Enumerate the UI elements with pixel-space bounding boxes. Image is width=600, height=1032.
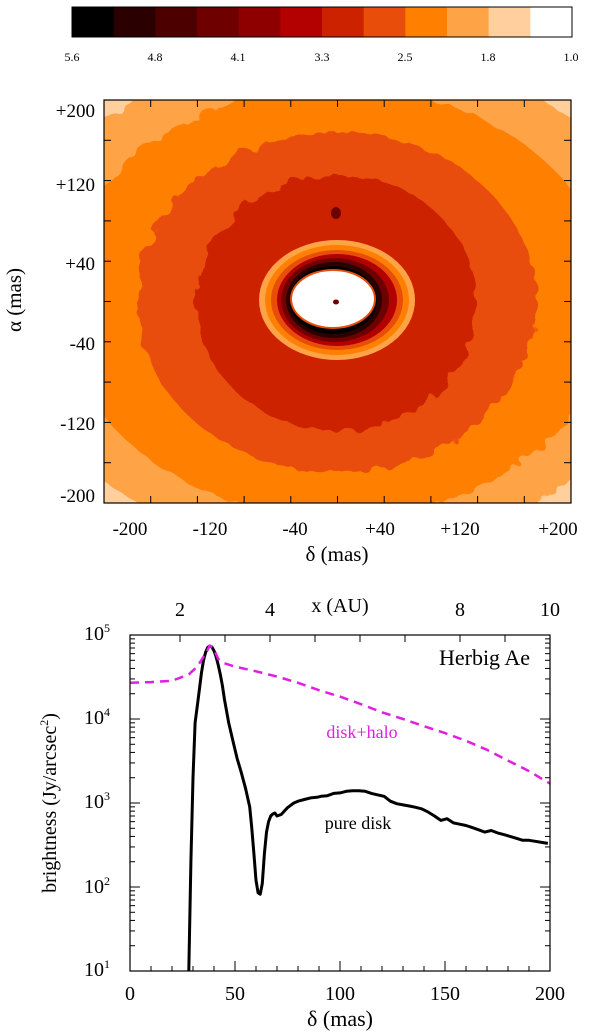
- top-tick-label: 8: [455, 599, 465, 621]
- top-tick-label: 10: [540, 599, 560, 621]
- colorbar-label: 4.8: [148, 50, 163, 64]
- profile-title: Herbig Ae: [439, 645, 530, 670]
- profile-xtick-label: 100: [325, 983, 355, 1005]
- colorbar: 5.6 4.8 4.1 3.3 2.5 1.8 1.0: [65, 6, 579, 64]
- map-ytick-label: -40: [70, 334, 95, 355]
- profile-panel: 2 4 8 10 x (AU) Herbig Ae disk+halo pure…: [37, 595, 565, 1031]
- colorbar-label: 2.5: [398, 50, 413, 64]
- legend-pure-disk: pure disk: [325, 813, 392, 833]
- map-xtick-label: -120: [193, 519, 228, 540]
- map-ytick-label: -200: [60, 486, 95, 507]
- brightness-map-panel: +200 +120 +40 -40 -120 -200 -200 -120 -4…: [2, 99, 578, 566]
- colorbar-label: 5.6: [65, 50, 80, 64]
- map-x-axis-label: δ (mas): [306, 542, 369, 566]
- top-tick-label: 4: [265, 599, 275, 621]
- colorbar-cell: [322, 7, 365, 37]
- map-companion-blob: [331, 207, 341, 219]
- brightness-map: [104, 100, 571, 503]
- colorbar-cell: [197, 7, 240, 37]
- profile-ytick-label: 105: [84, 621, 110, 645]
- map-central-star: [333, 299, 339, 305]
- profile-xtick-label: 0: [125, 983, 135, 1005]
- profile-xtick-label: 50: [225, 983, 245, 1005]
- map-xtick-label: -40: [282, 519, 307, 540]
- map-xtick-label: +200: [538, 519, 577, 540]
- top-tick-label: 2: [175, 599, 185, 621]
- legend-disk-halo: disk+halo: [326, 722, 397, 742]
- colorbar-label: 3.3: [315, 50, 330, 64]
- colorbar-cell: [72, 7, 115, 37]
- colorbar-cell: [447, 7, 490, 37]
- colorbar-cell: [530, 7, 573, 37]
- profile-xtick-label: 150: [430, 983, 460, 1005]
- profile-ytick-label: 102: [84, 874, 110, 898]
- map-ytick-label: -120: [60, 414, 95, 435]
- map-ytick-label: +200: [56, 101, 95, 122]
- map-ytick-label: +120: [56, 175, 95, 196]
- colorbar-label: 1.8: [481, 50, 496, 64]
- map-xtick-label: +40: [365, 519, 395, 540]
- colorbar-cell: [280, 7, 323, 37]
- colorbar-cell: [113, 7, 156, 37]
- pure-disk-line: [187, 644, 549, 972]
- map-xtick-label: -200: [113, 519, 148, 540]
- map-y-axis-label: α (mas): [2, 268, 26, 332]
- profile-ytick-label: 104: [84, 705, 110, 729]
- disk-halo-line: [129, 644, 551, 785]
- colorbar-cell: [363, 7, 406, 37]
- colorbar-cell: [238, 7, 281, 37]
- profile-xtick-label: 200: [535, 983, 565, 1005]
- map-ytick-label: +40: [65, 254, 95, 275]
- profile-ytick-label: 103: [84, 789, 110, 813]
- colorbar-label: 1.0: [564, 50, 579, 64]
- profile-ytick-label: 101: [84, 957, 110, 981]
- map-inner-hole: [292, 271, 374, 327]
- svg-text:105: 105: [84, 621, 110, 645]
- colorbar-cell: [155, 7, 198, 37]
- colorbar-cell: [488, 7, 531, 37]
- profile-x-axis-label: δ (mas): [307, 1006, 373, 1031]
- svg-text:104: 104: [84, 705, 110, 729]
- profile-y-axis-label: brightness (Jy/arcsec2): [37, 713, 61, 893]
- colorbar-label: 4.1: [231, 50, 246, 64]
- colorbar-cell: [405, 7, 448, 37]
- svg-text:103: 103: [84, 789, 110, 813]
- svg-text:102: 102: [84, 874, 110, 898]
- top-axis-label: x (AU): [311, 595, 368, 617]
- svg-text:101: 101: [84, 957, 110, 981]
- map-xtick-label: +120: [440, 519, 479, 540]
